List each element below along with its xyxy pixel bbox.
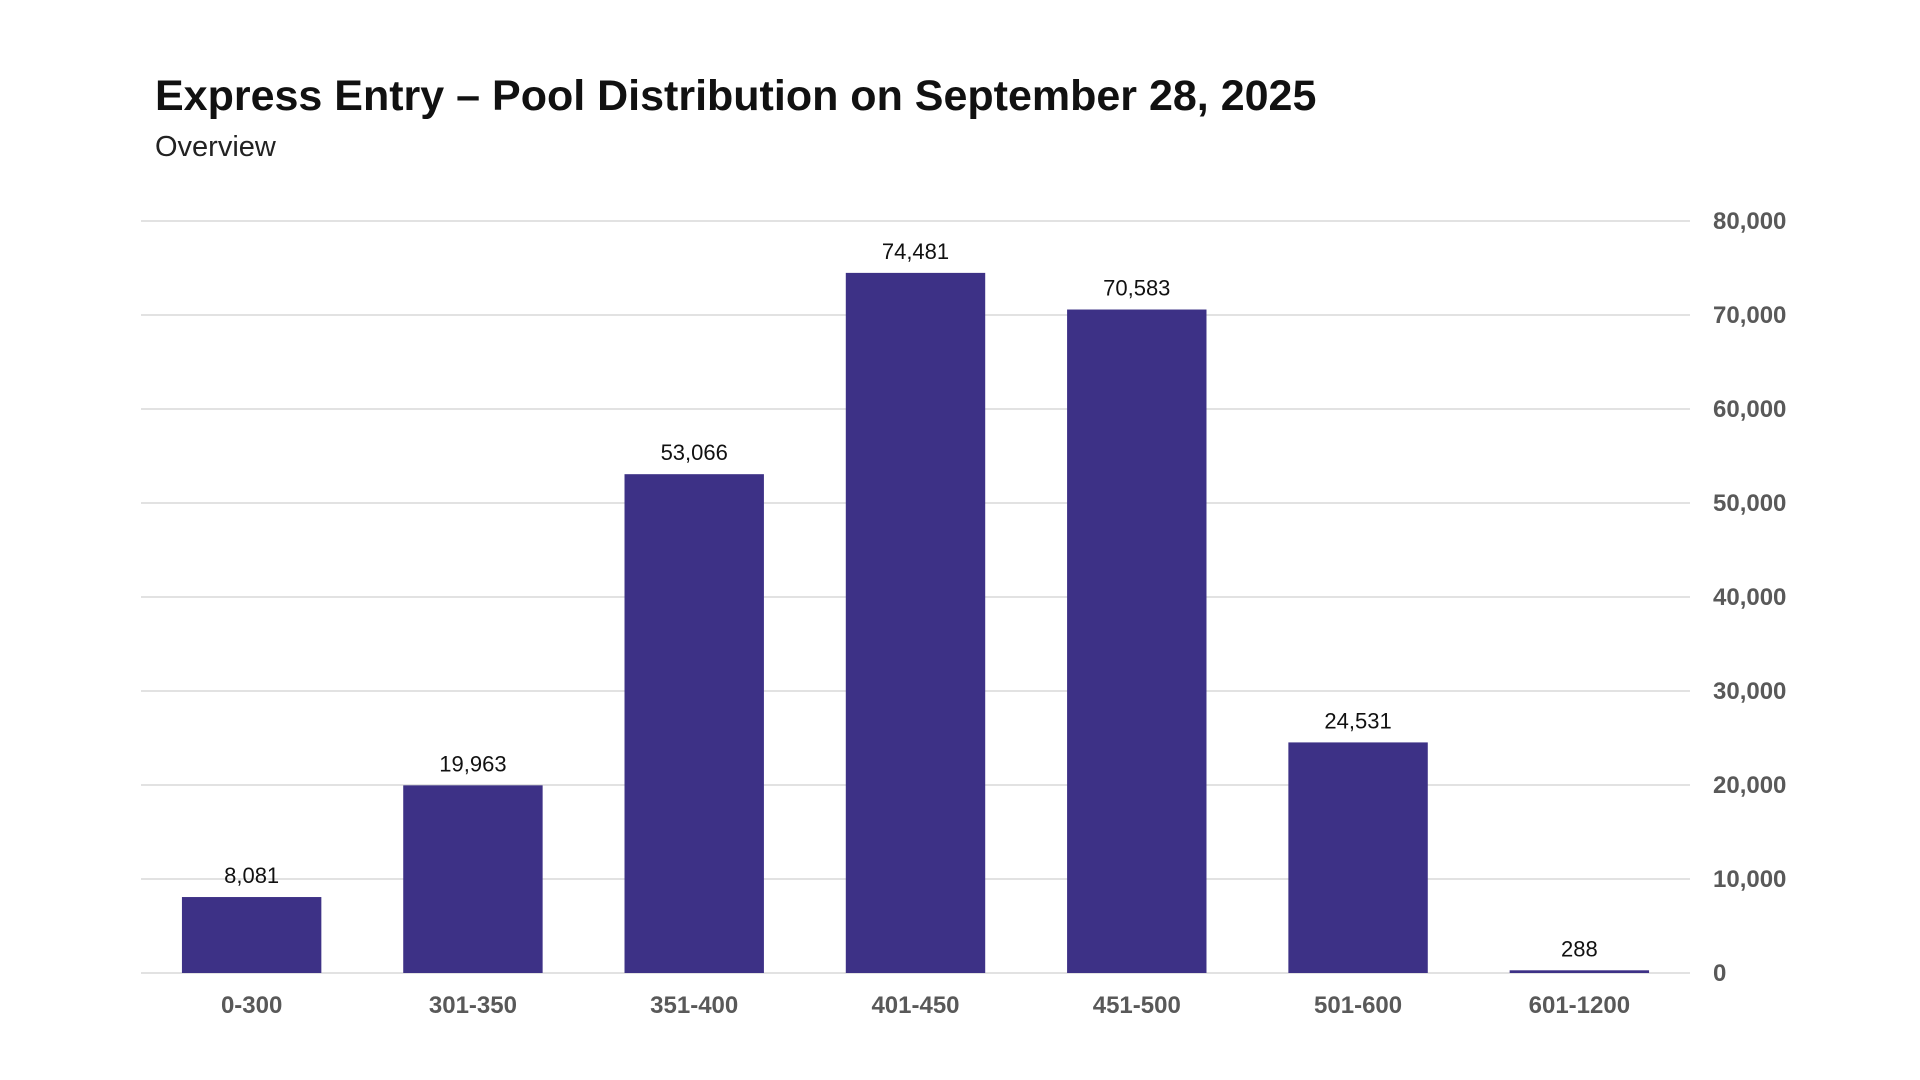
data-label: 8,081: [224, 863, 279, 888]
data-label: 70,583: [1103, 276, 1170, 301]
bar-301-350: [403, 785, 543, 973]
y-tick-label: 70,000: [1713, 302, 1786, 329]
x-tick-label: 301-350: [429, 992, 517, 1019]
x-tick-label: 451-500: [1093, 992, 1181, 1019]
data-label: 53,066: [661, 440, 728, 465]
y-tick-label: 80,000: [1713, 208, 1786, 235]
data-label: 74,481: [882, 239, 949, 264]
y-tick-label: 10,000: [1713, 866, 1786, 893]
y-tick-label: 60,000: [1713, 396, 1786, 423]
y-tick-label: 0: [1713, 960, 1726, 987]
y-tick-label: 30,000: [1713, 678, 1786, 705]
chart-subtitle: Overview: [155, 131, 276, 163]
bar-401-450: [845, 272, 986, 973]
x-tick-label: 0-300: [221, 992, 282, 1019]
bar-601-1200: [1509, 970, 1650, 973]
y-tick-label: 50,000: [1713, 490, 1786, 517]
data-label: 288: [1561, 936, 1598, 961]
data-label: 24,531: [1324, 708, 1391, 733]
chart-title: Express Entry – Pool Distribution on Sep…: [155, 72, 1317, 120]
bars: [181, 272, 1650, 974]
data-labels: 8,081 19,963 53,066 74,481 70,583 24,531 288: [224, 239, 1598, 961]
bar-0-300: [181, 897, 322, 973]
x-tick-label: 401-450: [871, 992, 959, 1019]
bar-501-600: [1288, 742, 1428, 973]
data-label: 19,963: [439, 751, 506, 776]
y-tick-label: 20,000: [1713, 772, 1786, 799]
bar-451-500: [1067, 309, 1207, 974]
y-tick-label: 40,000: [1713, 584, 1786, 611]
bar-351-400: [624, 474, 764, 973]
x-axis-tick-labels: 0-300 301-350 351-400 401-450 451-500 501-600…: [221, 992, 1630, 1019]
y-axis-tick-labels: 0 10,000 20,000 30,000 40,000 50,000 60,000 70,…: [1713, 208, 1786, 987]
x-tick-label: 351-400: [650, 992, 738, 1019]
x-tick-label: 601-1200: [1529, 992, 1630, 1019]
x-tick-label: 501-600: [1314, 992, 1402, 1019]
